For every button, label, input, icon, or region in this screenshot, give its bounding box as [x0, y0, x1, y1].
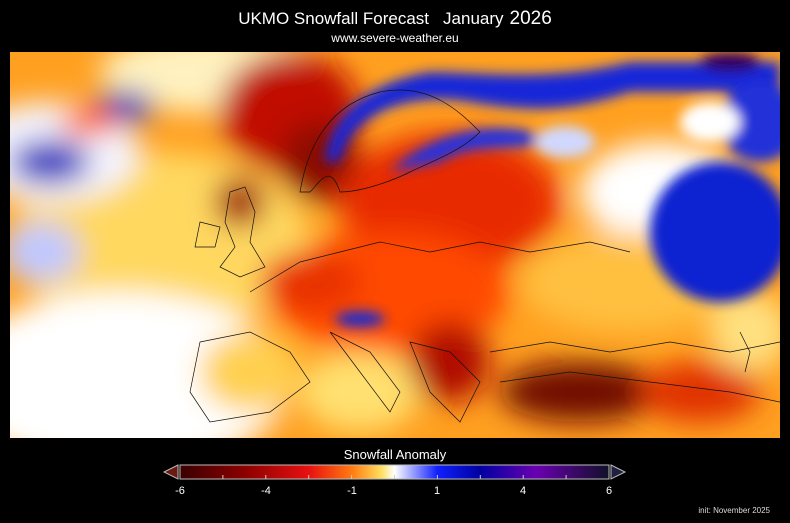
colorbar-tick-label: 4	[520, 485, 526, 497]
colorbar-extend-high	[610, 464, 627, 480]
website-label: www.severe-weather.eu	[331, 31, 459, 45]
colorbar-extend-low	[162, 464, 179, 480]
colorbar-tick-label: -6	[175, 485, 185, 497]
colorbar-tick-label: 1	[434, 485, 440, 497]
init-date-label: init: November 2025	[698, 506, 770, 515]
colorbar: -6 -4 -1 1 4 6	[162, 464, 627, 497]
colorbar-tick-label: -4	[261, 485, 271, 497]
colorbar-tick-label: -1	[347, 485, 357, 497]
coastlines	[189, 89, 780, 423]
colorbar-title: Snowfall Anomaly	[343, 447, 447, 462]
colorbar-tick-label: 6	[606, 485, 612, 497]
chart-title: UKMO Snowfall Forecast January 2026	[0, 8, 790, 30]
title-month: January	[443, 9, 504, 28]
title-text: UKMO Snowfall Forecast	[238, 9, 430, 28]
title-year: 2026	[509, 8, 552, 29]
snowfall-anomaly-map	[10, 52, 780, 438]
